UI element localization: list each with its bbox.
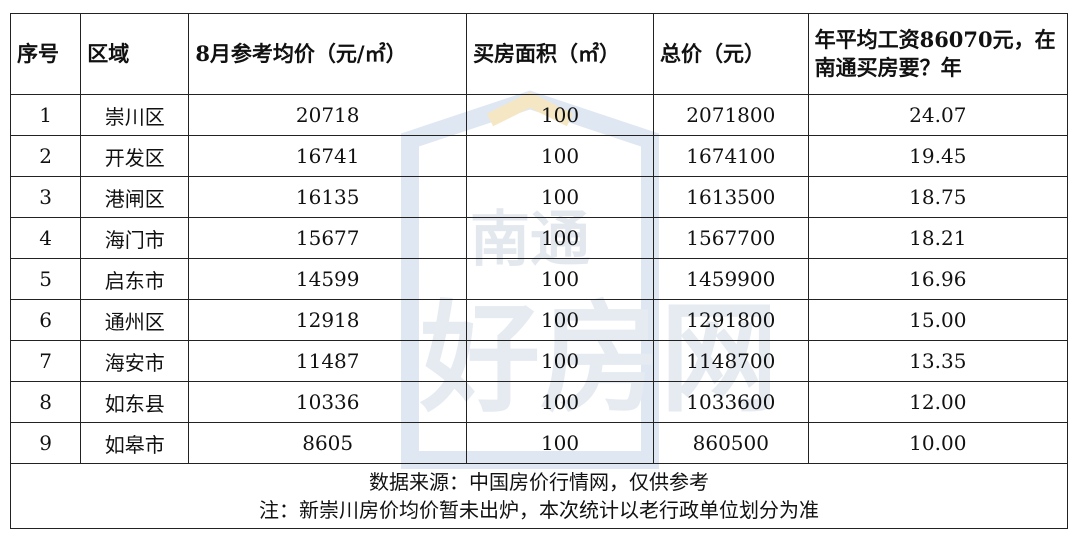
cell-index: 3	[9, 176, 82, 218]
header-avg-price: 8月参考均价（元/㎡）	[188, 13, 468, 95]
cell-years: 10.00	[807, 422, 1069, 464]
cell-total-price: 2071800	[653, 94, 809, 136]
cell-years: 18.21	[807, 217, 1069, 259]
cell-house-size: 100	[466, 258, 655, 300]
table-row: 8 如东县 10336 100 1033600 12.00	[9, 381, 1069, 423]
table-row: 5 启东市 14599 100 1459900 16.96	[9, 258, 1069, 300]
cell-house-size: 100	[466, 340, 655, 382]
cell-index: 9	[9, 422, 82, 464]
cell-house-size: 100	[466, 176, 655, 218]
cell-years: 15.00	[807, 299, 1069, 341]
table-row: 3 港闸区 16135 100 1613500 18.75	[9, 176, 1069, 218]
cell-house-size: 100	[466, 217, 655, 259]
cell-area: 崇川区	[80, 94, 190, 136]
cell-avg-price: 14599	[188, 258, 468, 300]
table-row: 2 开发区 16741 100 1674100 19.45	[9, 135, 1069, 177]
table-row: 4 海门市 15677 100 1567700 18.21	[9, 217, 1069, 259]
cell-area: 如皋市	[80, 422, 190, 464]
cell-total-price: 1613500	[653, 176, 809, 218]
cell-years: 16.96	[807, 258, 1069, 300]
cell-house-size: 100	[466, 299, 655, 341]
cell-house-size: 100	[466, 381, 655, 423]
header-house-size: 买房面积（㎡）	[466, 13, 655, 95]
cell-area: 如东县	[80, 381, 190, 423]
table-header-row: 序号 区域 8月参考均价（元/㎡） 买房面积（㎡） 总价（元） 年平均工资860…	[9, 13, 1069, 95]
table-row: 7 海安市 11487 100 1148700 13.35	[9, 340, 1069, 382]
cell-avg-price: 8605	[188, 422, 468, 464]
cell-avg-price: 11487	[188, 340, 468, 382]
header-area: 区域	[80, 13, 190, 95]
cell-avg-price: 10336	[188, 381, 468, 423]
header-index: 序号	[9, 13, 82, 95]
cell-total-price: 1674100	[653, 135, 809, 177]
cell-avg-price: 20718	[188, 94, 468, 136]
cell-house-size: 100	[466, 422, 655, 464]
table-row: 6 通州区 12918 100 1291800 15.00	[9, 299, 1069, 341]
cell-house-size: 100	[466, 94, 655, 136]
cell-total-price: 860500	[653, 422, 809, 464]
cell-total-price: 1567700	[653, 217, 809, 259]
cell-index: 5	[9, 258, 82, 300]
cell-index: 8	[9, 381, 82, 423]
cell-house-size: 100	[466, 135, 655, 177]
cell-years: 19.45	[807, 135, 1069, 177]
cell-area: 启东市	[80, 258, 190, 300]
cell-index: 6	[9, 299, 82, 341]
table-row: 1 崇川区 20718 100 2071800 24.07	[9, 94, 1069, 136]
cell-avg-price: 16135	[188, 176, 468, 218]
cell-years: 18.75	[807, 176, 1069, 218]
cell-index: 7	[9, 340, 82, 382]
cell-area: 通州区	[80, 299, 190, 341]
footer-source: 数据来源：中国房价行情网，仅供参考	[369, 470, 709, 494]
table-footer-row: 数据来源：中国房价行情网，仅供参考 注：新崇川房价均价暂未出炉，本次统计以老行政…	[10, 463, 1068, 529]
cell-area: 开发区	[80, 135, 190, 177]
price-table: 序号 区域 8月参考均价（元/㎡） 买房面积（㎡） 总价（元） 年平均工资860…	[9, 13, 1069, 529]
cell-years: 24.07	[807, 94, 1069, 136]
cell-years: 12.00	[807, 381, 1069, 423]
table-row: 9 如皋市 8605 100 860500 10.00	[9, 422, 1069, 464]
footer-note: 注：新崇川房价均价暂未出炉，本次统计以老行政单位划分为准	[259, 498, 819, 522]
cell-index: 2	[9, 135, 82, 177]
cell-avg-price: 15677	[188, 217, 468, 259]
cell-avg-price: 12918	[188, 299, 468, 341]
footer-cell: 数据来源：中国房价行情网，仅供参考 注：新崇川房价均价暂未出炉，本次统计以老行政…	[10, 463, 1068, 529]
header-years: 年平均工资86070元，在南通买房要？年	[807, 13, 1069, 95]
cell-area: 海安市	[80, 340, 190, 382]
cell-total-price: 1033600	[653, 381, 809, 423]
cell-total-price: 1148700	[653, 340, 809, 382]
cell-years: 13.35	[807, 340, 1069, 382]
header-total-price: 总价（元）	[653, 13, 809, 95]
cell-area: 海门市	[80, 217, 190, 259]
cell-avg-price: 16741	[188, 135, 468, 177]
cell-area: 港闸区	[80, 176, 190, 218]
cell-total-price: 1291800	[653, 299, 809, 341]
cell-index: 1	[9, 94, 82, 136]
cell-index: 4	[9, 217, 82, 259]
cell-total-price: 1459900	[653, 258, 809, 300]
